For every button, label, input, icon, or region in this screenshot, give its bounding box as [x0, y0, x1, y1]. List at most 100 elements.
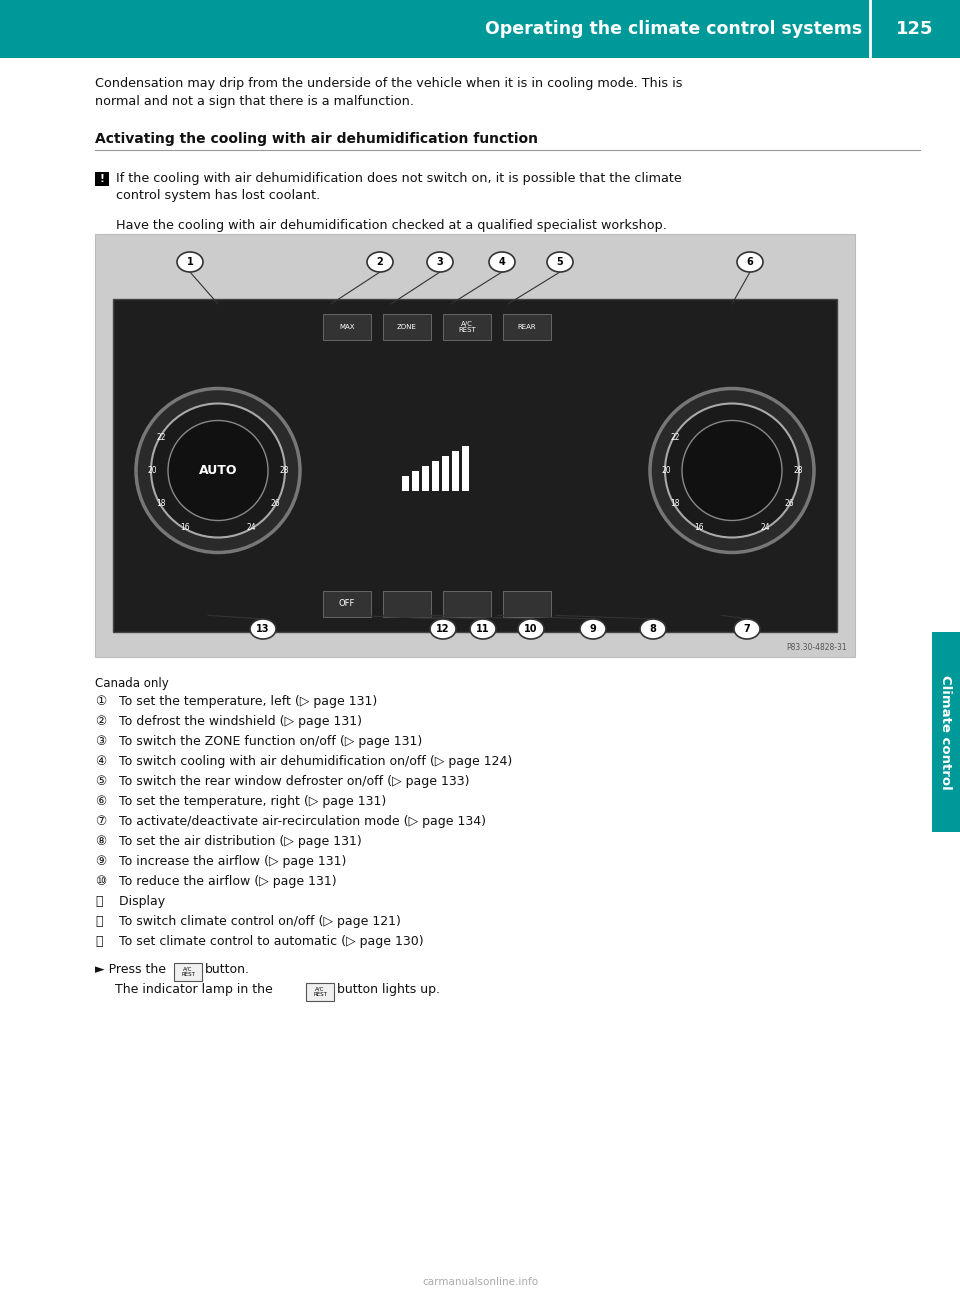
Bar — [442, 456, 449, 491]
Text: Operating the climate control systems: Operating the climate control systems — [485, 20, 862, 38]
Text: button lights up.: button lights up. — [337, 983, 440, 996]
Ellipse shape — [547, 253, 573, 272]
Text: ► Press the: ► Press the — [95, 963, 166, 976]
Bar — [432, 461, 439, 491]
Text: 9: 9 — [589, 624, 596, 634]
Ellipse shape — [580, 618, 606, 639]
Text: ⑨: ⑨ — [95, 855, 107, 868]
Text: P83.30-4828-31: P83.30-4828-31 — [786, 643, 847, 652]
Circle shape — [650, 388, 814, 552]
Text: 8: 8 — [650, 624, 657, 634]
Text: 7: 7 — [744, 624, 751, 634]
Ellipse shape — [640, 618, 666, 639]
Bar — [402, 475, 409, 491]
Text: Display: Display — [115, 894, 165, 907]
Text: Condensation may drip from the underside of the vehicle when it is in cooling mo: Condensation may drip from the underside… — [95, 77, 683, 90]
Text: A/C
REST: A/C REST — [458, 320, 476, 333]
Text: To defrost the windshield (▷ page 131): To defrost the windshield (▷ page 131) — [115, 715, 362, 728]
Text: To switch cooling with air dehumidification on/off (▷ page 124): To switch cooling with air dehumidificat… — [115, 755, 513, 768]
Bar — [95, 172, 109, 186]
Text: OFF: OFF — [339, 599, 355, 608]
Text: MAX: MAX — [339, 324, 355, 329]
Bar — [412, 470, 419, 491]
Bar — [383, 591, 431, 617]
Text: control system has lost coolant.: control system has lost coolant. — [116, 189, 321, 202]
Bar — [503, 314, 551, 340]
Ellipse shape — [734, 618, 760, 639]
Text: ②: ② — [95, 715, 107, 728]
Text: To switch the ZONE function on/off (▷ page 131): To switch the ZONE function on/off (▷ pa… — [115, 736, 422, 749]
Circle shape — [665, 404, 799, 538]
Text: AUTO: AUTO — [199, 464, 237, 477]
Text: 2: 2 — [376, 256, 383, 267]
Text: 28: 28 — [279, 466, 289, 475]
Ellipse shape — [177, 253, 203, 272]
Text: normal and not a sign that there is a malfunction.: normal and not a sign that there is a ma… — [95, 95, 414, 108]
Text: To increase the airflow (▷ page 131): To increase the airflow (▷ page 131) — [115, 855, 347, 868]
Text: 16: 16 — [694, 523, 704, 533]
Ellipse shape — [489, 253, 515, 272]
Text: 26: 26 — [271, 499, 280, 508]
Text: ⑬: ⑬ — [95, 935, 103, 948]
Bar — [503, 591, 551, 617]
Text: 24: 24 — [246, 523, 255, 533]
Ellipse shape — [430, 618, 456, 639]
Text: !: ! — [100, 174, 105, 184]
Text: ⑧: ⑧ — [95, 835, 107, 848]
Text: To set the temperature, right (▷ page 131): To set the temperature, right (▷ page 13… — [115, 796, 386, 809]
Text: To switch the rear window defroster on/off (▷ page 133): To switch the rear window defroster on/o… — [115, 775, 469, 788]
Bar — [323, 314, 371, 340]
Text: 5: 5 — [557, 256, 564, 267]
Text: 125: 125 — [897, 20, 934, 38]
Bar — [0, 0, 870, 59]
Text: To reduce the airflow (▷ page 131): To reduce the airflow (▷ page 131) — [115, 875, 337, 888]
Text: 22: 22 — [156, 434, 165, 441]
Text: ④: ④ — [95, 755, 107, 768]
Circle shape — [682, 421, 782, 521]
Circle shape — [168, 421, 268, 521]
Bar — [95, 234, 855, 658]
Ellipse shape — [470, 618, 496, 639]
Ellipse shape — [250, 618, 276, 639]
Text: Climate control: Climate control — [940, 674, 952, 789]
Ellipse shape — [737, 253, 763, 272]
Text: 20: 20 — [661, 466, 671, 475]
Text: A/C
REST: A/C REST — [313, 987, 327, 997]
Bar — [932, 631, 960, 832]
Text: To set the temperature, left (▷ page 131): To set the temperature, left (▷ page 131… — [115, 695, 377, 708]
Bar — [422, 466, 429, 491]
Text: To set the air distribution (▷ page 131): To set the air distribution (▷ page 131) — [115, 835, 362, 848]
Text: To switch climate control on/off (▷ page 121): To switch climate control on/off (▷ page… — [115, 915, 401, 928]
Text: ⑦: ⑦ — [95, 815, 107, 828]
Text: Have the cooling with air dehumidification checked at a qualified specialist wor: Have the cooling with air dehumidificati… — [116, 219, 667, 232]
Ellipse shape — [427, 253, 453, 272]
Text: 6: 6 — [747, 256, 754, 267]
Text: 10: 10 — [524, 624, 538, 634]
Text: ⑪: ⑪ — [95, 894, 103, 907]
Text: 13: 13 — [256, 624, 270, 634]
Text: REAR: REAR — [517, 324, 537, 329]
Bar — [174, 963, 202, 980]
Text: ⑩: ⑩ — [95, 875, 107, 888]
Text: To set climate control to automatic (▷ page 130): To set climate control to automatic (▷ p… — [115, 935, 423, 948]
Bar — [462, 445, 469, 491]
Text: 4: 4 — [498, 256, 505, 267]
Bar — [383, 314, 431, 340]
Text: 24: 24 — [760, 523, 770, 533]
Text: button.: button. — [205, 963, 250, 976]
Text: 26: 26 — [784, 499, 794, 508]
Text: ⑥: ⑥ — [95, 796, 107, 809]
Bar — [306, 983, 334, 1001]
Bar — [870, 0, 960, 59]
Text: 28: 28 — [793, 466, 803, 475]
Text: ③: ③ — [95, 736, 107, 749]
Text: ZONE: ZONE — [397, 324, 417, 329]
Text: Canada only: Canada only — [95, 677, 169, 690]
Text: 20: 20 — [147, 466, 156, 475]
Text: Activating the cooling with air dehumidification function: Activating the cooling with air dehumidi… — [95, 132, 538, 146]
Text: 1: 1 — [186, 256, 193, 267]
Text: ⑤: ⑤ — [95, 775, 107, 788]
Text: 18: 18 — [156, 499, 165, 508]
Text: ⑫: ⑫ — [95, 915, 103, 928]
Text: 3: 3 — [437, 256, 444, 267]
